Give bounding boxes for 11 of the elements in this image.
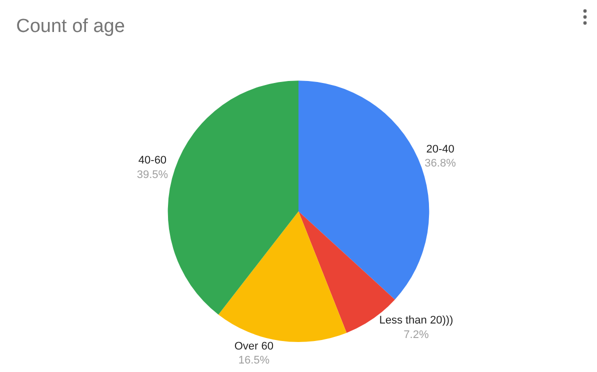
slice-label: 20-40 [426, 143, 454, 156]
slice-label: 40-60 [138, 154, 167, 166]
data-label: 16.5% [238, 354, 270, 367]
data-label: 36.8% [424, 158, 456, 170]
chart-title: Count of age [16, 16, 125, 37]
pie-slice [218, 211, 347, 342]
pie-slice [168, 80, 298, 315]
slice-label: Less than 20))) [379, 314, 454, 327]
data-label: 39.5% [136, 168, 168, 181]
data-label: 7.2% [404, 329, 429, 342]
slice-label: Over 60 [234, 340, 274, 352]
